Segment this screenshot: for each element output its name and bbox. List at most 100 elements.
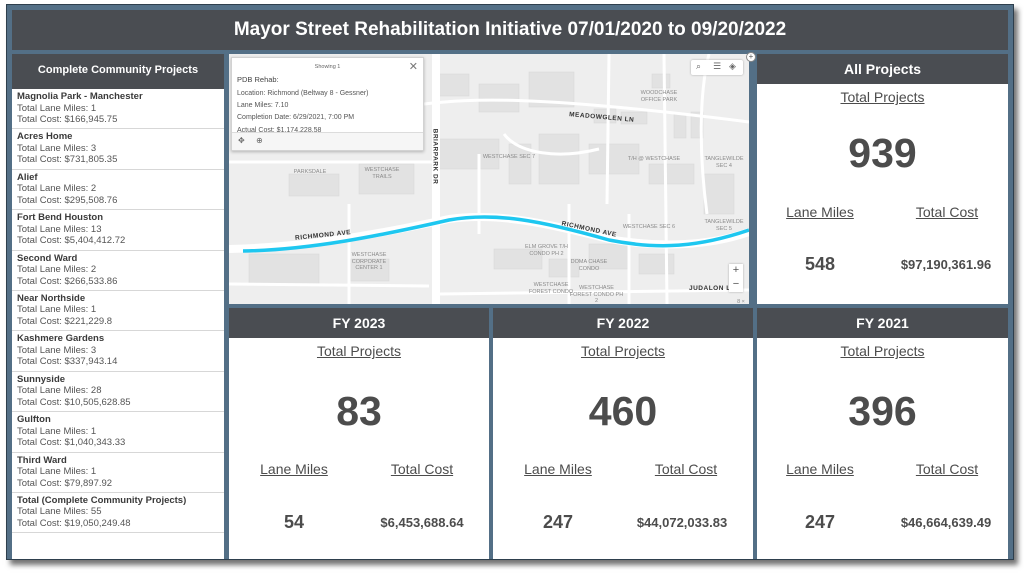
close-icon[interactable]: ✕	[408, 61, 418, 73]
lane-miles-link[interactable]: Lane Miles	[524, 461, 592, 477]
total-cost-link[interactable]: Total Cost	[654, 461, 718, 477]
total-projects-link[interactable]: Total Projects	[840, 89, 925, 105]
lane-miles-value: 548	[804, 254, 836, 274]
feature-popup[interactable]: Showing 1 ✕ PDB Rehab: Location: Richmon…	[231, 57, 424, 151]
zoom-in-button[interactable]: +	[732, 264, 740, 276]
list-item-cost: Total Cost: $166,945.75	[17, 114, 118, 125]
popup-completion-date: Completion Date: 6/29/2021, 7:00 PM	[237, 114, 355, 122]
list-item-lane-miles: Total Lane Miles: 3	[17, 142, 97, 154]
fy2022-card: FY 2022 Total Projects 460 Lane Miles To…	[493, 308, 753, 559]
map-label: WESTCHASE FOREST CONDO	[528, 282, 574, 295]
list-title: Complete Community Projects	[12, 54, 224, 89]
total-cost-value: $44,072,033.83	[636, 515, 728, 530]
total-projects-link[interactable]: Total Projects	[580, 343, 666, 359]
search-icon[interactable]: ⌕	[696, 61, 702, 71]
map-label: DOMA CHASE CONDO	[570, 259, 608, 272]
list-item-title: Near Northside	[17, 292, 86, 304]
list-item[interactable]: Gulfton Total Lane Miles: 1 Total Cost: $1…	[12, 412, 224, 453]
map-label: TANGLEWILDE SEC 5	[704, 219, 744, 232]
list-item-title: Second Ward	[17, 252, 78, 264]
list-item-lane-miles: Total Lane Miles: 1	[17, 304, 97, 316]
lane-miles-link[interactable]: Lane Miles	[786, 204, 854, 220]
list-item-cost: Total Cost: $1,040,343.33	[17, 437, 126, 449]
list-body: Magnolia Park - Manchester Total Lane Mil…	[12, 89, 224, 534]
list-item-cost: Total Cost: $79,897.92	[17, 477, 113, 489]
list-item[interactable]: Alief Total Lane Miles: 2 Total Cost: $295…	[12, 170, 224, 211]
list-item-lane-miles: Total Lane Miles: 1	[17, 425, 97, 437]
total-cost-link[interactable]: Total Cost	[915, 461, 979, 477]
road-label-briarpark: BRIARPARK DR	[431, 128, 439, 185]
total-cost-link[interactable]: Total Cost	[390, 461, 454, 477]
zoom-out-button[interactable]: −	[732, 278, 740, 290]
list-item-title: Gulfton	[17, 414, 51, 426]
list-item[interactable]: Third Ward Total Lane Miles: 1 Total Cost:…	[12, 453, 224, 493]
list-item[interactable]: Second Ward Total Lane Miles: 2 Total Cost…	[12, 251, 224, 291]
map-label: ELM GROVE T/H CONDO PH 2	[525, 244, 568, 257]
total-projects-value: 939	[848, 130, 917, 176]
list-item-lane-miles: Total Lane Miles: 28	[17, 385, 102, 397]
map-label: PARKSDALE	[293, 169, 327, 175]
route-line[interactable]	[242, 215, 749, 253]
lane-miles-value: 54	[283, 512, 305, 532]
list-item-lane-miles: Total Lane Miles: 3	[17, 344, 97, 356]
popup-showing-count: Showing 1	[314, 64, 341, 70]
list-item[interactable]: Near Northside Total Lane Miles: 1 Total C…	[12, 291, 224, 332]
list-item-lane-miles: Total Lane Miles: 13	[17, 223, 102, 235]
map-label: WESTCHASE FOREST CONDO PH 2	[569, 285, 624, 304]
list-item-title: Kashmere Gardens	[17, 333, 105, 345]
dashboard-title: Mayor Street Rehabilitation Initiative 0…	[12, 10, 1008, 50]
total-cost-link[interactable]: Total Cost	[915, 204, 979, 220]
lane-miles-link[interactable]: Lane Miles	[786, 461, 854, 477]
list-item-lane-miles: Total Lane Miles: 2	[17, 183, 97, 195]
layers-icon[interactable]: ◈	[729, 61, 736, 71]
total-projects-link[interactable]: Total Projects	[840, 343, 925, 359]
list-item-cost: Total Cost: $295,508.76	[17, 194, 118, 206]
card-title: FY 2023	[229, 308, 489, 338]
list-item-lane-miles: Total Lane Miles: 1	[17, 466, 97, 478]
pan-icon[interactable]: ✥	[238, 136, 245, 145]
total-cost-value: $6,453,688.64	[380, 515, 464, 530]
total-projects-value: 396	[848, 388, 917, 434]
list-item-lane-miles: Total Lane Miles: 2	[17, 264, 97, 276]
list-item[interactable]: Kashmere Gardens Total Lane Miles: 3 Total…	[12, 331, 224, 372]
list-item-cost: Total Cost: $337,943.14	[17, 356, 118, 368]
list-item[interactable]: Acres Home Total Lane Miles: 3 Total Cost:…	[12, 129, 224, 170]
zoom-control: + −	[729, 264, 743, 292]
map-label: WOODCHASE OFFICE PARK	[640, 90, 678, 103]
lane-miles-link[interactable]: Lane Miles	[260, 461, 328, 477]
list-item-cost: Total Cost: $19,050,249.48	[17, 517, 131, 529]
popup-actual-cost: Actual Cost: $1,174,228.58	[237, 126, 322, 134]
fy2023-card: FY 2023 Total Projects 83 Lane Miles Tot…	[229, 308, 489, 559]
list-item-cost: Total Cost: $10,505,628.85	[17, 396, 131, 408]
map-label: 8 ×	[737, 299, 745, 304]
total-projects-value: 83	[336, 388, 382, 434]
list-item-title: Alief	[17, 171, 38, 183]
map-view[interactable]: RICHMOND AVE RICHMOND AVE BRIARPARK DR M…	[229, 54, 749, 304]
list-item[interactable]: Fort Bend Houston Total Lane Miles: 13 Tot…	[12, 210, 224, 251]
list-item[interactable]: Total (Complete Community Projects) Total…	[12, 493, 224, 534]
zoom-to-icon[interactable]: ⊕	[256, 136, 263, 145]
total-projects-value: 460	[588, 388, 658, 434]
total-projects-link[interactable]: Total Projects	[316, 343, 402, 359]
list-icon[interactable]: ☰	[713, 61, 722, 71]
popup-title: PDB Rehab:	[237, 75, 279, 84]
list-item[interactable]: Magnolia Park - Manchester Total Lane Mil…	[12, 89, 224, 130]
all-projects-card: All Projects Total Projects 939 Lane Mil…	[757, 54, 1008, 304]
list-item-cost: Total Cost: $5,404,412.72	[17, 235, 126, 247]
expand-icon[interactable]: +	[746, 52, 756, 62]
list-item-lane-miles: Total Lane Miles: 55	[17, 506, 102, 518]
list-item-title: Fort Bend Houston	[17, 212, 104, 224]
map-label: T/H @ WESTCHASE	[627, 156, 681, 162]
list-item-lane-miles: Total Lane Miles: 1	[17, 102, 97, 114]
total-cost-value: $97,190,361.96	[900, 257, 992, 272]
map-label: WESTCHASE CORPORATE CENTER 1	[351, 252, 387, 271]
list-item[interactable]: Sunnyside Total Lane Miles: 28 Total Cost:…	[12, 372, 224, 413]
total-cost-value: $46,664,639.49	[900, 515, 992, 530]
lane-miles-value: 247	[542, 512, 574, 532]
list-item-cost: Total Cost: $731,805.35	[17, 154, 118, 166]
road-label-judalon: JUDALON LN	[689, 285, 736, 292]
popup-body: Location: Richmond (Beltway 8 - Gessner)…	[237, 88, 369, 137]
list-item-title: Total (Complete Community Projects)	[17, 494, 187, 506]
community-projects-list[interactable]: Complete Community Projects Magnolia Par…	[12, 54, 224, 559]
list-item-cost: Total Cost: $221,229.8	[17, 315, 113, 327]
